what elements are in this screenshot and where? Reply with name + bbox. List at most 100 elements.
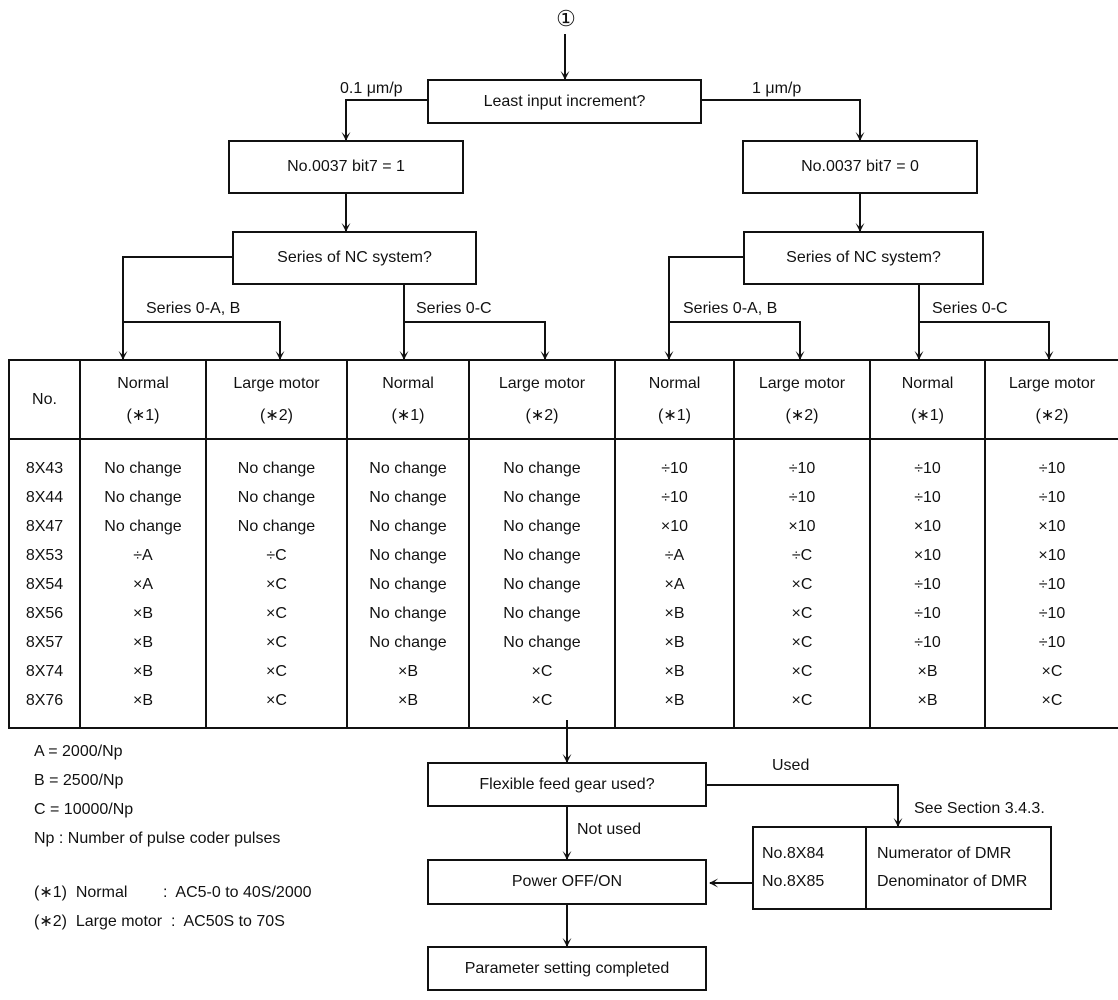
table-header-cell: Normal (∗1) [346,360,470,440]
table-cell: No change [468,483,616,512]
table-cell: ×B [614,599,735,628]
header-main-label: Large motor [758,374,846,392]
table-row: 8X43 No change No change No change No change… [8,439,1118,483]
table-body: 8X43 No change No change No change No change… [8,439,1118,728]
table-cell: No change [346,439,470,483]
table-cell: No change [468,439,616,483]
table-cell: No change [79,483,207,512]
table-cell: No change [205,483,348,512]
table-row: 8X57 ×B ×C No change No change ×B ×C ÷10 ÷10 [8,628,1118,657]
branch-right-label: 1 μm/p [752,80,802,97]
left-series-c-label: Series 0-C [416,300,492,317]
header-note-ref: (∗1) [911,406,944,424]
table-cell: No change [346,599,470,628]
header-note-ref: (∗2) [1035,406,1069,424]
table-cell: ×B [614,628,735,657]
least-input-increment-box: Least input increment? [427,79,702,124]
right-series-c-label: Series 0-C [932,300,1008,317]
table-cell: No change [346,483,470,512]
table-cell: ×C [468,657,616,686]
arrow-right-branch [702,99,865,141]
arrow-r-ab [664,256,743,360]
table-cell: ÷10 [733,483,871,512]
dmr-param-descriptions: Numerator of DMR Denominator of DMR [867,828,1050,908]
table-cell: ×B [346,686,470,728]
table-cell: ×B [869,686,986,728]
header-main-label: Normal [901,374,954,392]
table-cell: ×C [733,570,871,599]
table-cell: No change [346,512,470,541]
dmr-param-8x84: No.8X84 [762,845,825,862]
parameter-table: No. Normal (∗1) Large motor (∗2) Normal (∗1) La… [8,359,1118,729]
table-cell: No change [468,628,616,657]
table-cell: No change [205,439,348,483]
table-row: 8X54 ×A ×C No change No change ×A ×C ÷10 ÷10 [8,570,1118,599]
table-header-cell: Normal (∗1) [79,360,207,440]
note-large-motor: (∗2) Large motor : AC50S to 70S [34,913,285,930]
table-cell: No change [346,628,470,657]
header-note-ref: (∗2) [525,406,559,424]
table-cell: No change [468,541,616,570]
arrow-r-c-large [919,321,1054,360]
note-normal: (∗1) Normal : AC5-0 to 40S/2000 [34,884,312,901]
table-header-row: No. Normal (∗1) Large motor (∗2) Normal (∗1) La… [8,360,1118,440]
table-cell: No change [346,541,470,570]
header-main-label: Normal [117,374,169,392]
table-header-cell: Large motor (∗2) [205,360,348,440]
parameter-number-cell: 8X53 [8,541,81,570]
branch-left-label: 0.1 μm/p [340,80,403,97]
table-cell: ÷10 [614,439,735,483]
table-cell: ×B [79,628,207,657]
table-row: 8X76 ×B ×C ×B ×C ×B ×C ×B ×C [8,686,1118,728]
parameter-number-cell: 8X54 [8,570,81,599]
arrow-l-ab-large [123,321,285,360]
arrow-l-ab [118,256,232,360]
table-cell: No change [468,512,616,541]
flexible-feed-gear-decision: Flexible feed gear used? [427,762,707,807]
table-cell: No change [79,439,207,483]
parameter-setting-completed-box: Parameter setting completed [427,946,707,991]
used-label: Used [772,757,810,774]
table-cell: ÷10 [614,483,735,512]
header-note-ref: (∗2) [260,406,293,424]
table-cell: ÷A [79,541,207,570]
table-header-cell: No. [8,360,81,440]
dmr-param-box: No.8X84 No.8X85 Numerator of DMR Denomin… [752,826,1052,910]
table-cell: ×10 [614,512,735,541]
table-header-cell: Large motor (∗2) [733,360,871,440]
parameter-number-cell: 8X47 [8,512,81,541]
right-series-ab-label: Series 0-A, B [683,300,778,317]
table-cell: ÷10 [869,483,986,512]
arrow-l-c-large [404,321,550,360]
table-cell: ÷A [614,541,735,570]
right-param-box: No.0037 bit7 = 0 [742,140,978,194]
table-header-cell: Normal (∗1) [869,360,986,440]
header-main-label: Large motor [233,374,320,392]
table-cell: ×B [346,657,470,686]
table-row: 8X44 No change No change No change No change… [8,483,1118,512]
arrow-left-branch [341,99,427,141]
table-cell: ÷10 [869,628,986,657]
table-cell: ÷10 [984,570,1118,599]
table-header-cell: Normal (∗1) [614,360,735,440]
table-cell: ÷10 [984,628,1118,657]
table-cell: ÷10 [733,439,871,483]
header-note-ref: (∗2) [785,406,819,424]
table-row: 8X47 No change No change No change No change… [8,512,1118,541]
table-cell: ×B [869,657,986,686]
table-cell: ×10 [733,512,871,541]
table-cell: ×B [614,657,735,686]
left-series-decision: Series of NC system? [232,231,477,285]
table-cell: ×C [984,686,1118,728]
table-cell: ×A [614,570,735,599]
table-cell: ÷C [733,541,871,570]
table-cell: ÷10 [984,439,1118,483]
see-section-label: See Section 3.4.3. [914,800,1045,817]
table-row: 8X56 ×B ×C No change No change ×B ×C ÷10 ÷10 [8,599,1118,628]
table-cell: ×C [733,686,871,728]
table-cell: ×C [205,570,348,599]
dmr-numerator-desc: Numerator of DMR [877,845,1012,862]
table-row: 8X74 ×B ×C ×B ×C ×B ×C ×B ×C [8,657,1118,686]
not-used-label: Not used [577,821,642,838]
table-cell: No change [468,570,616,599]
